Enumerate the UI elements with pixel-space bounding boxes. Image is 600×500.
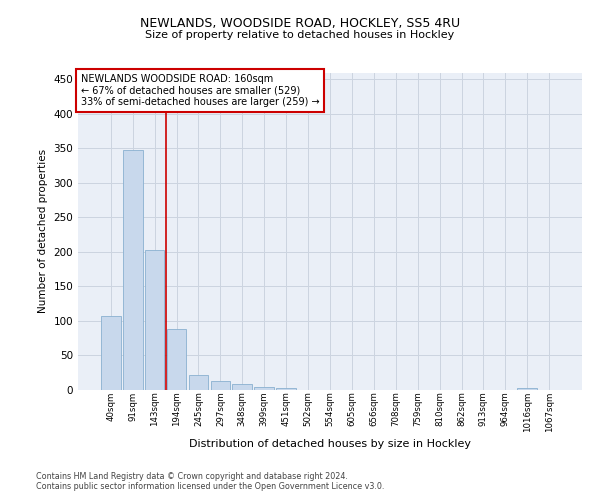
X-axis label: Distribution of detached houses by size in Hockley: Distribution of detached houses by size … [189, 438, 471, 448]
Bar [211, 381, 230, 390]
Text: Size of property relative to detached houses in Hockley: Size of property relative to detached ho… [145, 30, 455, 40]
Bar [232, 384, 252, 390]
Text: NEWLANDS, WOODSIDE ROAD, HOCKLEY, SS5 4RU: NEWLANDS, WOODSIDE ROAD, HOCKLEY, SS5 4R… [140, 18, 460, 30]
Bar [254, 386, 274, 390]
Bar [123, 150, 143, 390]
Text: Contains HM Land Registry data © Crown copyright and database right 2024.: Contains HM Land Registry data © Crown c… [36, 472, 348, 481]
Bar [101, 316, 121, 390]
Bar [188, 375, 208, 390]
Bar [276, 388, 296, 390]
Bar [167, 330, 187, 390]
Text: Contains public sector information licensed under the Open Government Licence v3: Contains public sector information licen… [36, 482, 385, 491]
Y-axis label: Number of detached properties: Number of detached properties [38, 149, 48, 314]
Bar [145, 250, 164, 390]
Text: NEWLANDS WOODSIDE ROAD: 160sqm
← 67% of detached houses are smaller (529)
33% of: NEWLANDS WOODSIDE ROAD: 160sqm ← 67% of … [80, 74, 319, 108]
Bar [517, 388, 537, 390]
